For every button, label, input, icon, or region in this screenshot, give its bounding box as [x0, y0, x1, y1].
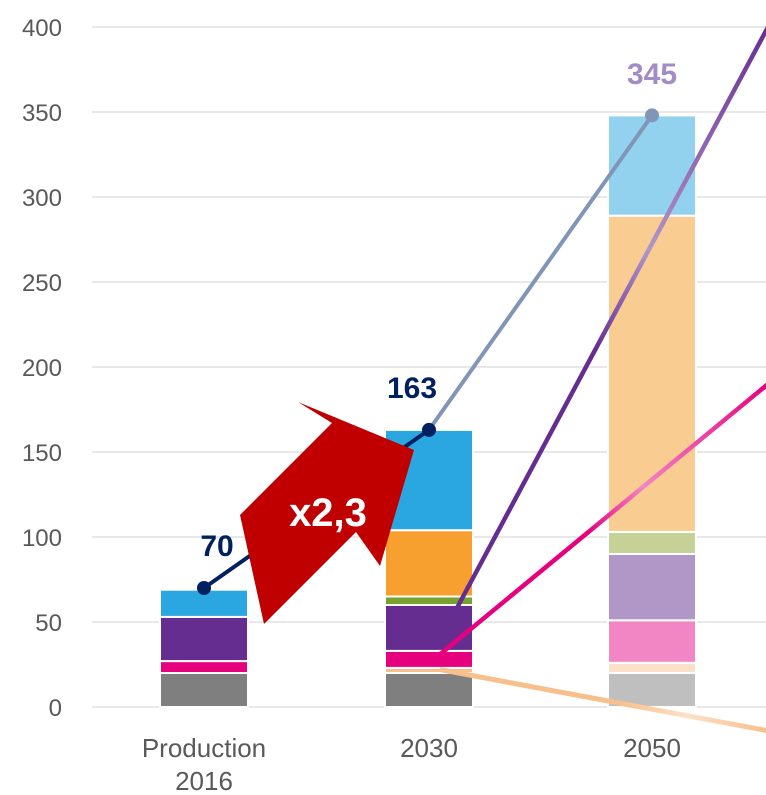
bars — [159, 114, 697, 708]
x-tick-label-line: 2050 — [623, 733, 681, 763]
bar-segment — [159, 660, 249, 674]
y-tick-label: 250 — [22, 270, 62, 297]
bar-segment — [384, 529, 474, 598]
leader-line — [452, 25, 766, 615]
trend-point — [197, 581, 211, 595]
trend-segment — [427, 114, 654, 432]
bar-segment — [159, 672, 249, 708]
trend-point — [645, 108, 659, 123]
growth-arrow-shape — [240, 402, 414, 624]
x-tick-label-line: 2030 — [400, 733, 458, 763]
y-tick-label: 100 — [22, 525, 62, 552]
bar-segment — [607, 114, 697, 217]
bar-segment — [607, 619, 697, 664]
leader-line — [436, 382, 766, 658]
x-tick-label: Production 2016 — [142, 733, 266, 795]
trend-point — [422, 422, 436, 437]
x-tick-label: 2050 — [623, 733, 681, 763]
category-labels: 70 163 345 Production 2016 2030 2050 — [142, 58, 681, 795]
leader-line — [439, 667, 766, 733]
x-tick-label: 2030 — [400, 733, 458, 763]
y-tick-label: 200 — [22, 355, 62, 382]
y-tick-label: 350 — [22, 100, 62, 127]
y-tick-label: 400 — [22, 15, 62, 42]
bar-segment — [607, 553, 697, 622]
y-tick-label: 0 — [49, 695, 62, 722]
bar-segment — [159, 615, 249, 663]
y-tick-label: 50 — [35, 610, 62, 637]
leader-lines — [436, 25, 766, 733]
x-tick-label-line: Production — [142, 733, 266, 763]
y-tick-label: 300 — [22, 185, 62, 212]
bar-segment — [607, 661, 697, 674]
bar-segment — [384, 672, 474, 708]
total-label: 345 — [627, 58, 677, 91]
bar-segment — [607, 530, 697, 556]
multiplier-label: x2,3 — [289, 491, 367, 535]
growth-arrow: x2,3 — [240, 402, 414, 624]
bar-segment — [384, 604, 474, 652]
total-label: 70 — [200, 530, 233, 563]
bar-segment — [384, 649, 474, 669]
y-axis: 0 50 100 150 200 250 300 350 400 — [22, 15, 62, 722]
total-label: 163 — [387, 372, 437, 405]
x-tick-label-line: 2016 — [175, 766, 233, 795]
y-tick-label: 150 — [22, 440, 62, 467]
bar-segment — [607, 214, 697, 533]
